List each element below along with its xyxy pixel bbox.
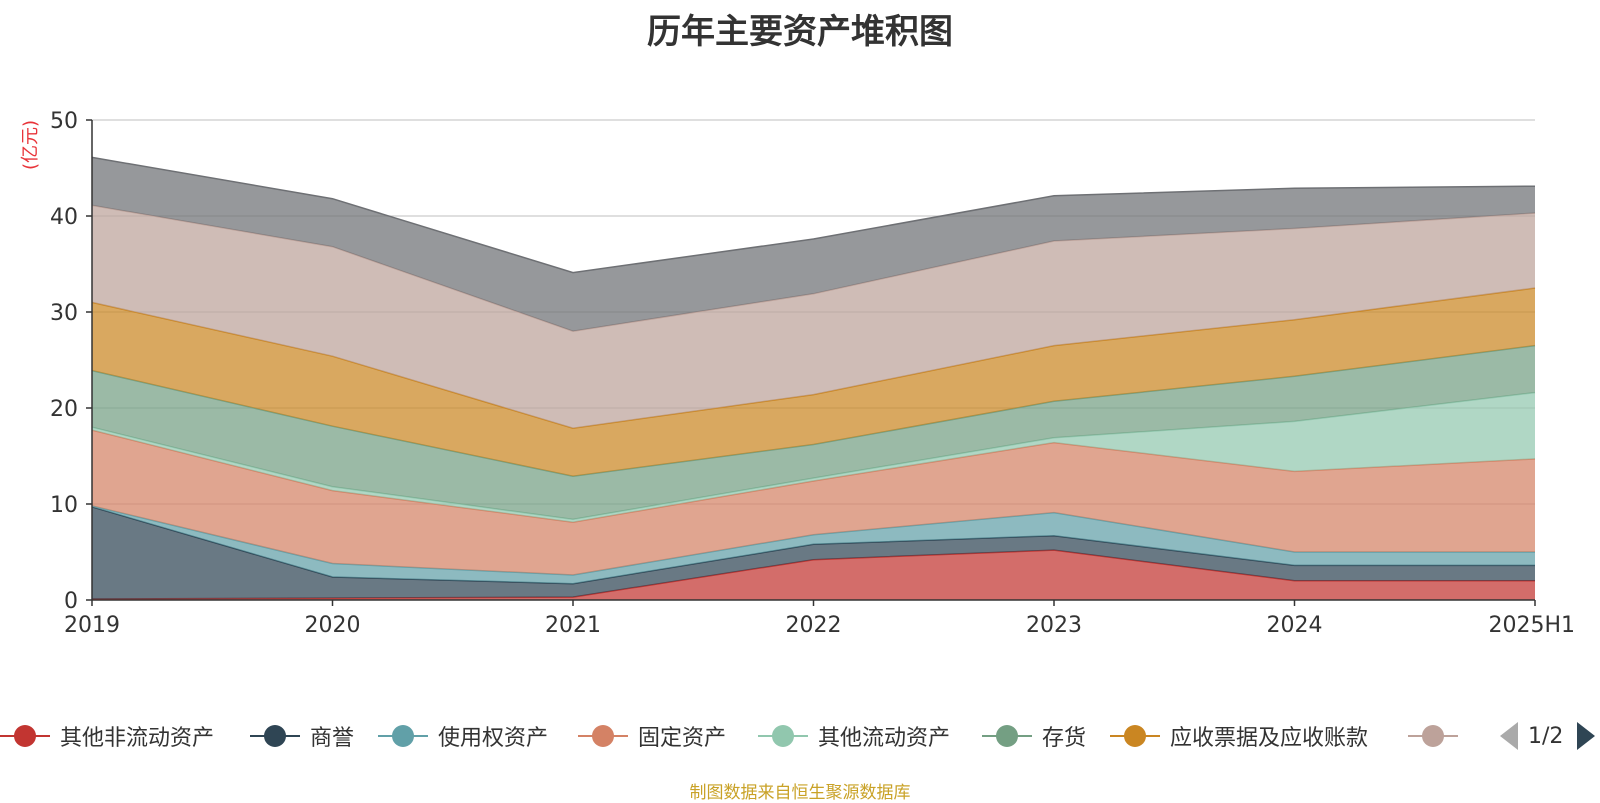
legend-label: 固定资产 [638,726,727,751]
legend-item[interactable]: 其他流动资产 [758,718,950,754]
legend-prev-page-icon[interactable] [1500,722,1518,750]
legend-pager: 1/2 [1500,718,1596,754]
x-tick-label: 2025H1 [1488,613,1575,638]
area-series-商誉 [92,506,1535,599]
chart-title: 历年主要资产堆积图 [647,12,953,52]
legend-marker-icon [1408,718,1458,754]
legend-marker-icon [758,718,808,754]
y-tick-label: 10 [50,493,78,518]
y-tick-label: 50 [50,109,78,134]
area-series-货币资金 [92,205,1535,429]
y-tick-label: 0 [64,589,78,614]
source-note: 制图数据来自恒生聚源数据库 [689,783,911,803]
legend-item[interactable]: 货币资金 [1408,718,1458,754]
area-series-其他 [92,157,1535,332]
area-series-应收票据及应收账款 [92,288,1535,477]
y-tick-label: 40 [50,205,78,230]
legend-item[interactable]: 其他非流动资产 [0,718,214,754]
legend-item[interactable]: 使用权资产 [378,718,548,754]
area-series-其他非流动资产 [92,550,1535,600]
legend-marker-icon [250,718,300,754]
y-tick-label: 20 [50,397,78,422]
legend-marker-icon [578,718,628,754]
y-tick-label: 30 [50,301,78,326]
x-tick-label: 2019 [64,613,120,638]
legend-next-page-icon[interactable] [1577,722,1596,750]
legend-item[interactable]: 存货 [982,718,1086,754]
legend-item[interactable]: 商誉 [250,718,354,754]
legend-item[interactable]: 应收票据及应收账款 [1110,718,1368,754]
legend-label: 应收票据及应收账款 [1170,726,1369,751]
legend-items: 其他非流动资产 商誉 使用权资产 固定资产 其他流动资产 存货 应收票据及应收账款 货币资金 [0,718,1458,754]
series-line-其他 [91,156,1536,274]
x-tick-label: 2020 [305,613,361,638]
legend-marker-icon [1110,718,1160,754]
legend-label: 存货 [1042,726,1087,751]
legend-page-info: 1/2 [1528,723,1564,749]
y-axis-unit-label: (亿元) [20,120,41,170]
area-series [91,156,1536,600]
area-series-其他流动资产 [92,392,1535,523]
legend: 其他非流动资产商誉使用权资产固定资产其他流动资产存货应收票据及应收账款货币资金 … [0,718,1600,754]
legend-item[interactable]: 固定资产 [578,718,726,754]
legend-marker-icon [0,718,50,754]
area-series-固定资产 [92,430,1535,575]
legend-label: 商誉 [310,726,355,751]
legend-label: 其他流动资产 [818,726,951,751]
x-tick-label: 2022 [786,613,842,638]
legend-label: 使用权资产 [438,726,549,751]
legend-marker-icon [982,718,1032,754]
legend-marker-icon [378,718,428,754]
x-tick-label: 2023 [1026,613,1082,638]
axes: 0 10 20 30 40 50 2019 2020 2021 2022 2023 2024 2025H… [50,109,1575,638]
legend-label: 其他非流动资产 [60,726,215,751]
x-tick-label: 2021 [545,613,601,638]
x-tick-label: 2024 [1267,613,1323,638]
